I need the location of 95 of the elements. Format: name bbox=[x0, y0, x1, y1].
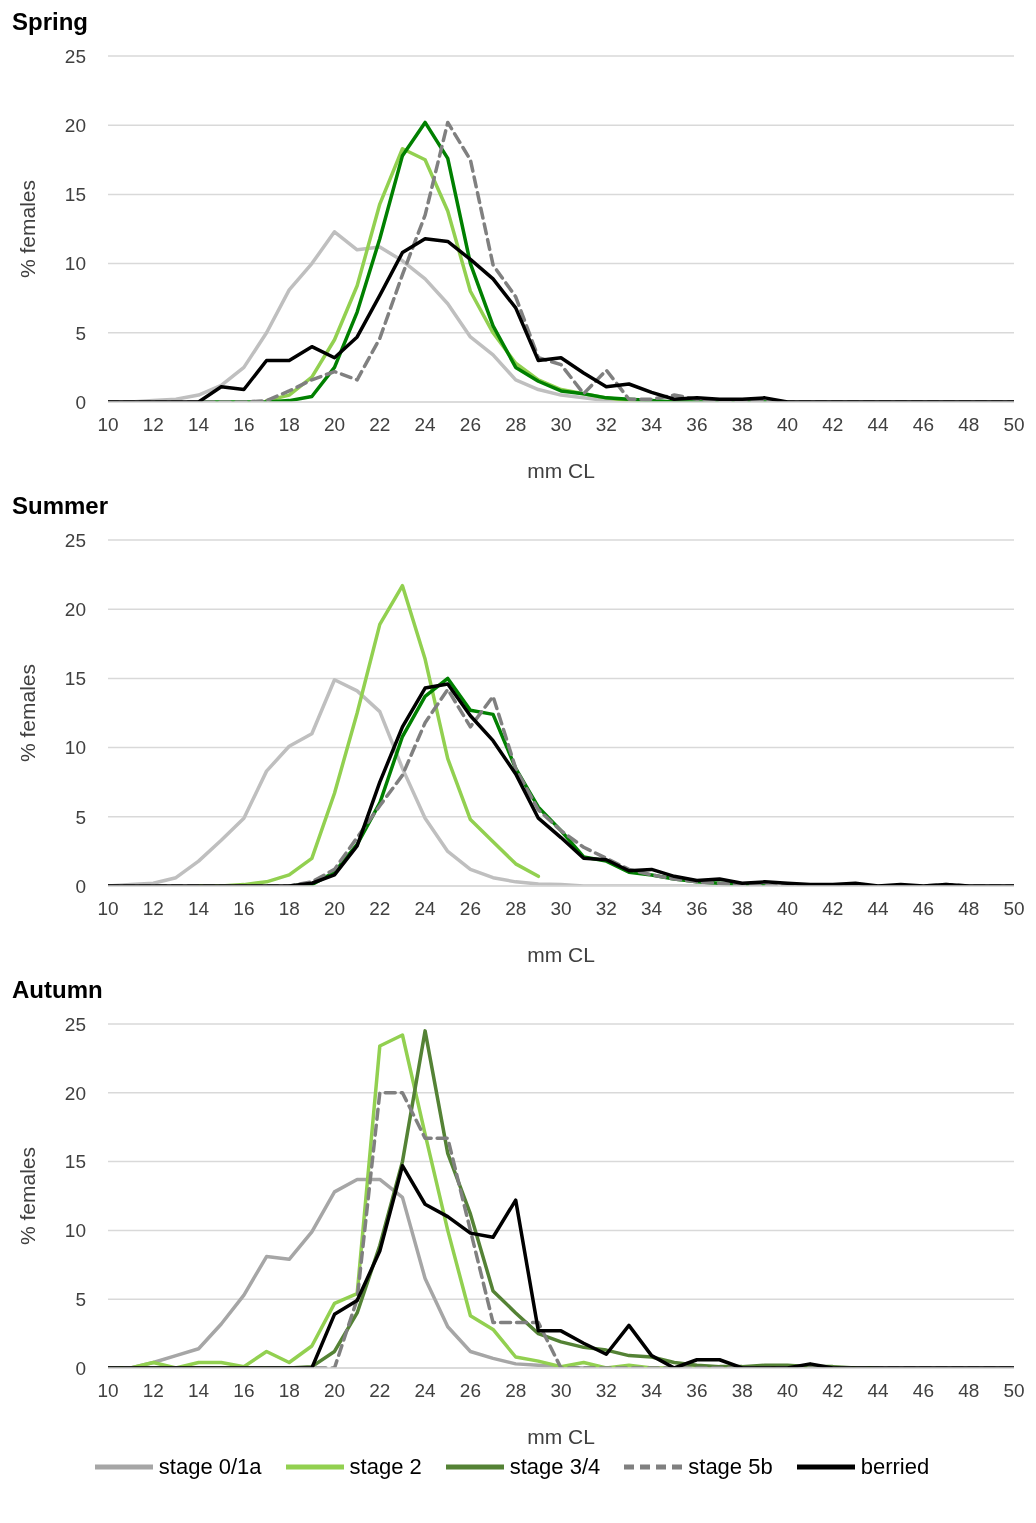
x-tick-label: 30 bbox=[550, 898, 572, 920]
x-tick-label: 36 bbox=[686, 898, 708, 920]
x-tick-label: 44 bbox=[867, 898, 890, 920]
x-tick-label: 48 bbox=[958, 414, 980, 436]
x-tick-label: 50 bbox=[1003, 414, 1025, 436]
x-tick-label: 14 bbox=[188, 414, 210, 436]
x-tick-label: 46 bbox=[912, 414, 934, 436]
x-tick-label: 12 bbox=[142, 414, 164, 436]
x-tick-label: 34 bbox=[641, 898, 663, 920]
x-tick-label: 14 bbox=[188, 1380, 210, 1402]
x-tick-label: 32 bbox=[595, 414, 617, 436]
x-tick-label: 32 bbox=[595, 898, 617, 920]
x-tick-label: 26 bbox=[459, 1380, 481, 1402]
x-tick-label: 38 bbox=[731, 1380, 753, 1402]
x-tick-label: 26 bbox=[459, 414, 481, 436]
chart-title: Summer bbox=[12, 492, 110, 521]
legend-label: berried bbox=[860, 1454, 930, 1480]
x-tick-label: 16 bbox=[233, 898, 255, 920]
x-tick-label: 42 bbox=[822, 414, 844, 436]
y-tick-label: 25 bbox=[64, 529, 86, 551]
y-tick-label: 10 bbox=[64, 737, 86, 759]
x-tick-label: 12 bbox=[142, 898, 164, 920]
x-tick-label: 50 bbox=[1003, 898, 1025, 920]
y-tick-label: 10 bbox=[64, 1220, 86, 1242]
x-tick-label: 28 bbox=[505, 898, 527, 920]
y-tick-label: 5 bbox=[75, 322, 86, 344]
x-tick-label: 18 bbox=[278, 898, 300, 920]
x-tick-label: 24 bbox=[414, 414, 437, 436]
x-axis-title: mm CL bbox=[527, 459, 595, 482]
x-tick-label: 48 bbox=[958, 1380, 980, 1402]
x-tick-label: 32 bbox=[595, 1380, 617, 1402]
y-axis-title: % females bbox=[16, 179, 40, 279]
chart-title: Autumn bbox=[12, 976, 104, 1005]
x-axis-title: mm CL bbox=[527, 1425, 595, 1448]
x-tick-label: 50 bbox=[1003, 1380, 1025, 1402]
x-tick-label: 10 bbox=[97, 414, 119, 436]
y-tick-label: 10 bbox=[64, 253, 86, 275]
x-tick-label: 22 bbox=[369, 898, 391, 920]
x-tick-label: 20 bbox=[323, 898, 346, 920]
legend-label: stage 2 bbox=[349, 1454, 422, 1480]
y-tick-label: 25 bbox=[64, 45, 86, 67]
x-tick-label: 48 bbox=[958, 898, 980, 920]
y-tick-label: 0 bbox=[75, 391, 86, 413]
x-tick-label: 40 bbox=[776, 1380, 799, 1402]
x-tick-label: 42 bbox=[822, 898, 844, 920]
y-tick-label: 20 bbox=[64, 598, 86, 620]
x-tick-label: 22 bbox=[369, 1380, 391, 1402]
x-tick-label: 24 bbox=[414, 1380, 437, 1402]
x-tick-label: 46 bbox=[912, 1380, 934, 1402]
y-tick-label: 20 bbox=[64, 114, 86, 136]
x-axis-title: mm CL bbox=[527, 943, 595, 966]
y-axis-title: % females bbox=[16, 1146, 40, 1246]
x-tick-label: 14 bbox=[188, 898, 210, 920]
x-tick-label: 10 bbox=[97, 898, 119, 920]
y-tick-label: 5 bbox=[75, 1288, 86, 1310]
chart-title: Spring bbox=[12, 8, 89, 37]
y-tick-label: 20 bbox=[64, 1082, 86, 1104]
x-tick-label: 38 bbox=[731, 414, 753, 436]
x-tick-label: 40 bbox=[776, 414, 799, 436]
x-tick-label: 28 bbox=[505, 414, 527, 436]
x-tick-label: 40 bbox=[776, 898, 799, 920]
x-tick-label: 18 bbox=[278, 414, 300, 436]
x-tick-label: 24 bbox=[414, 898, 437, 920]
x-tick-label: 18 bbox=[278, 1380, 300, 1402]
x-tick-label: 26 bbox=[459, 898, 481, 920]
y-tick-label: 15 bbox=[64, 668, 86, 690]
x-tick-label: 30 bbox=[550, 1380, 572, 1402]
x-tick-label: 36 bbox=[686, 414, 708, 436]
x-tick-label: 42 bbox=[822, 1380, 844, 1402]
y-tick-label: 15 bbox=[64, 1151, 86, 1173]
x-tick-label: 36 bbox=[686, 1380, 708, 1402]
y-tick-label: 0 bbox=[75, 875, 86, 897]
x-tick-label: 16 bbox=[233, 1380, 255, 1402]
x-tick-label: 20 bbox=[323, 1380, 346, 1402]
x-tick-label: 22 bbox=[369, 414, 391, 436]
y-tick-label: 15 bbox=[64, 184, 86, 206]
x-tick-label: 30 bbox=[550, 414, 572, 436]
x-tick-label: 16 bbox=[233, 414, 255, 436]
x-tick-label: 10 bbox=[97, 1380, 119, 1402]
legend-label: stage 0/1a bbox=[158, 1454, 262, 1480]
x-tick-label: 12 bbox=[142, 1380, 164, 1402]
y-axis-title: % females bbox=[16, 663, 40, 763]
x-tick-label: 34 bbox=[641, 1380, 663, 1402]
x-tick-label: 44 bbox=[867, 414, 890, 436]
x-tick-label: 20 bbox=[323, 414, 346, 436]
y-tick-label: 5 bbox=[75, 806, 86, 828]
x-tick-label: 38 bbox=[731, 898, 753, 920]
x-tick-label: 34 bbox=[641, 414, 663, 436]
x-tick-label: 28 bbox=[505, 1380, 527, 1402]
y-tick-label: 25 bbox=[64, 1013, 86, 1035]
legend-label: stage 3/4 bbox=[509, 1454, 601, 1480]
x-tick-label: 44 bbox=[867, 1380, 890, 1402]
y-tick-label: 0 bbox=[75, 1357, 86, 1379]
legend-label: stage 5b bbox=[688, 1454, 773, 1480]
x-tick-label: 46 bbox=[912, 898, 934, 920]
